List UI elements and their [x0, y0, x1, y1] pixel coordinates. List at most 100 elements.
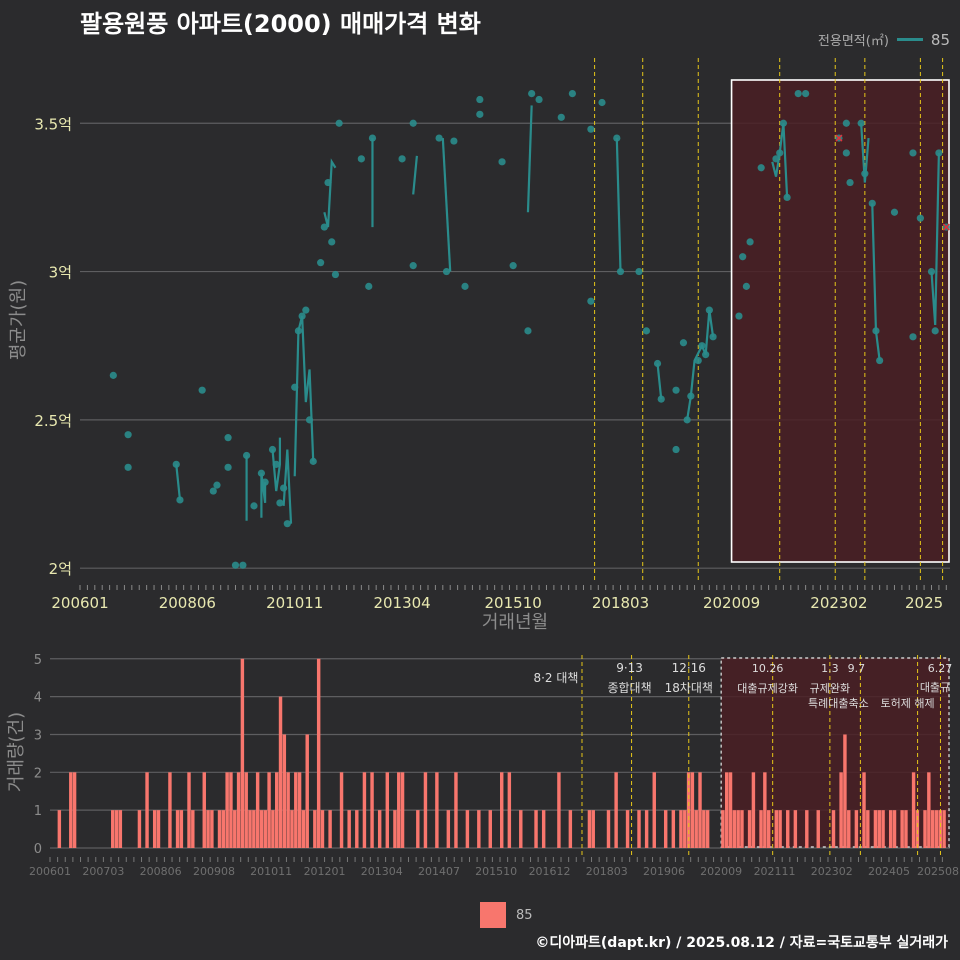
price-point [735, 312, 743, 320]
price-line [526, 105, 533, 213]
volume-bar [400, 772, 405, 848]
volume-bar [831, 810, 836, 848]
policy-label: 규제완화 [810, 682, 850, 695]
source-caption: ©디아파트(dapt.kr) / 2025.08.12 / 자료=국토교통부 실… [535, 935, 948, 951]
volume-bar [362, 772, 367, 848]
volume-bar [763, 772, 767, 848]
volume-bar [793, 810, 798, 848]
price-point [476, 110, 484, 118]
price-point [450, 137, 458, 145]
volume-bar [766, 810, 771, 848]
volume-bar [229, 772, 233, 848]
volume-bar [614, 772, 618, 848]
volume-bar [892, 810, 897, 848]
y-tick-label: 3 [34, 728, 42, 743]
volume-bar [877, 810, 881, 848]
volume-bar [191, 810, 195, 848]
volume-bar [225, 772, 229, 848]
price-point [124, 431, 132, 439]
volume-bar [778, 810, 782, 848]
policy-label: 18차대책 [665, 680, 713, 695]
volume-bar [393, 810, 397, 848]
y-tick-label: 2억 [49, 560, 72, 578]
policy-label: 8·2 대책 [533, 670, 578, 685]
x-tick-label: 201304 [361, 865, 403, 878]
legend-item-label: 85 [930, 30, 950, 49]
volume-bar [477, 810, 481, 848]
volume-bar [446, 810, 451, 848]
price-point [909, 149, 917, 157]
volume-bar [816, 810, 820, 848]
y-tick-label: 3.5억 [34, 115, 72, 133]
volume-bar [698, 772, 702, 848]
price-point [213, 481, 221, 489]
price-point [842, 149, 850, 157]
price-point [209, 487, 217, 495]
volume-bar [652, 772, 656, 848]
volume-bar [519, 810, 523, 848]
legend-line-swatch [896, 38, 923, 41]
volume-bar [217, 810, 222, 848]
y-tick-label: 2 [34, 766, 42, 781]
x-tick-label: 2025 [905, 594, 943, 612]
x-minor-ticks [79, 585, 947, 590]
policy-label: 대출규제강화 [737, 682, 798, 695]
volume-bar [934, 810, 939, 848]
volume-bar [587, 810, 592, 848]
price-point [861, 170, 869, 178]
volume-bar [339, 772, 344, 848]
price-point [794, 89, 802, 98]
volume-bar [786, 810, 790, 848]
policy-label: 대출규 [920, 681, 950, 694]
price-point [524, 327, 532, 335]
price-point [868, 199, 876, 207]
volume-bar [435, 772, 439, 848]
price-point [568, 89, 576, 98]
price-point [328, 238, 336, 246]
volume-bar [114, 810, 119, 848]
volume-bar [202, 772, 206, 848]
price-line [441, 138, 452, 272]
price-point [461, 282, 469, 290]
price-point [357, 155, 365, 163]
volume-bar [557, 772, 561, 848]
price-point [846, 178, 854, 187]
volume-bar [305, 734, 309, 848]
x-tick-label: 202009 [703, 594, 760, 612]
volume-bar [244, 772, 248, 848]
legend-bar-label: 85 [516, 907, 533, 923]
price-point [779, 119, 788, 127]
x-tick-label: 200601 [51, 594, 108, 612]
price-point [635, 267, 643, 276]
x-tick-label: 201803 [586, 865, 628, 878]
x-tick-label: 201407 [418, 865, 460, 878]
price-point [616, 267, 625, 276]
volume-bar [591, 810, 595, 848]
x-tick-label: 201803 [592, 594, 649, 612]
price-point [331, 270, 340, 279]
volume-bar [423, 772, 428, 848]
volume-bar [606, 810, 611, 848]
price-point [305, 416, 314, 424]
price-point [679, 339, 688, 347]
volume-bar [747, 810, 752, 848]
volume-bar [397, 772, 401, 848]
price-line [615, 138, 622, 272]
price-point [672, 386, 680, 394]
price-point [283, 520, 291, 528]
price-point [365, 282, 373, 290]
volume-bar [416, 810, 420, 848]
volume-bar [118, 810, 123, 848]
x-tick-label: 200703 [82, 865, 124, 878]
x-tick-label: 202302 [810, 594, 867, 612]
volume-bar [57, 810, 62, 848]
price-point [613, 134, 621, 142]
volume-bar [732, 810, 737, 848]
volume-bar [923, 810, 927, 848]
price-point [557, 113, 565, 121]
policy-date: 9·13 [616, 661, 643, 675]
volume-bar [774, 810, 779, 848]
highlight-region [730, 79, 950, 563]
volume-bar [805, 810, 809, 848]
